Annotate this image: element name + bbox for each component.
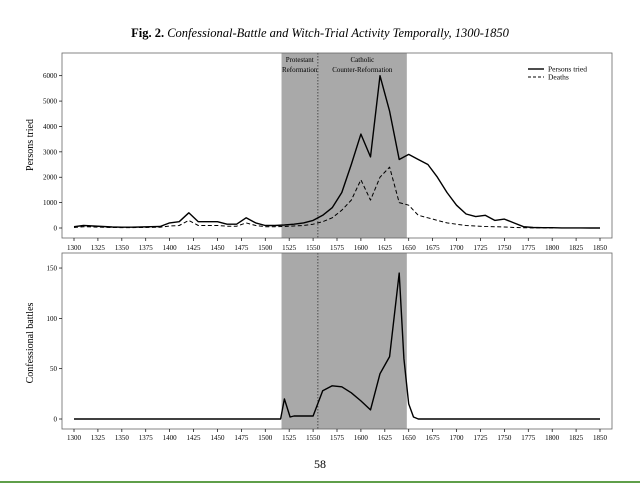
x-tick-label: 1675	[426, 434, 441, 442]
figure-title: Fig. 2. Confessional-Battle and Witch-Tr…	[0, 26, 640, 41]
y-tick-label: 2000	[43, 174, 58, 182]
period-label: Counter-Reformation	[332, 66, 393, 74]
x-tick-label: 1650	[402, 244, 417, 252]
x-tick-label: 1700	[450, 434, 465, 442]
y-tick-label: 6000	[43, 72, 58, 80]
x-tick-label: 1750	[497, 434, 512, 442]
period-label: Protestant	[286, 56, 314, 64]
x-tick-label: 1400	[163, 244, 178, 252]
x-tick-label: 1425	[187, 244, 202, 252]
x-tick-label: 1375	[139, 434, 154, 442]
x-tick-label: 1500	[258, 244, 273, 252]
legend-label: Deaths	[548, 73, 569, 82]
x-tick-label: 1800	[545, 244, 560, 252]
x-tick-label: 1825	[569, 244, 584, 252]
series-line-deaths	[73, 166, 600, 229]
y-tick-label: 50	[50, 365, 58, 373]
x-tick-label: 1750	[497, 244, 512, 252]
series-line-persons-tried	[73, 74, 600, 229]
x-tick-label: 1525	[282, 244, 297, 252]
x-tick-label: 1575	[330, 434, 345, 442]
x-tick-label: 1775	[521, 244, 536, 252]
shaded-period	[281, 253, 318, 429]
x-tick-label: 1375	[139, 244, 154, 252]
x-tick-label: 1850	[593, 244, 608, 252]
x-tick-label: 1500	[258, 434, 273, 442]
y-tick-label: 3000	[43, 148, 58, 156]
series-line-battles-0	[74, 272, 600, 420]
x-tick-label: 1725	[473, 244, 488, 252]
chart-panel-1: Protestant Reformation Catholic Counter-Ref…	[25, 52, 613, 252]
x-tick-label: 1475	[234, 434, 249, 442]
x-tick-label: 1625	[378, 434, 393, 442]
x-tick-label: 1825	[569, 434, 584, 442]
x-tick-label: 1550	[306, 434, 321, 442]
x-tick-label: 1575	[330, 244, 345, 252]
x-tick-label: 1600	[354, 434, 369, 442]
x-tick-label: 1475	[234, 244, 249, 252]
chart-panel-2: 0 50 100 150 1300 1325 1350 1375 1400 1425 1450 147…	[25, 252, 613, 442]
y-axis-label: Confessional battles	[25, 302, 36, 383]
y-tick-label: 0	[54, 225, 58, 233]
x-tick-label: 1325	[91, 434, 106, 442]
x-tick-label: 1350	[115, 434, 130, 442]
x-tick-label: 1850	[593, 434, 608, 442]
y-tick-label: 5000	[43, 98, 58, 106]
x-tick-label: 1400	[163, 434, 178, 442]
x-tick-label: 1650	[402, 434, 417, 442]
x-tick-label: 1625	[378, 244, 393, 252]
x-tick-label: 1700	[450, 244, 465, 252]
x-tick-label: 1600	[354, 244, 369, 252]
x-tick-label: 1300	[67, 244, 82, 252]
y-tick-label: 100	[47, 315, 58, 323]
x-tick-label: 1550	[306, 244, 321, 252]
x-tick-label: 1300	[67, 434, 82, 442]
page-number: 58	[314, 457, 326, 471]
x-tick-label: 1325	[91, 244, 106, 252]
x-tick-label: 1800	[545, 434, 560, 442]
figure-caption: Confessional-Battle and Witch-Trial Acti…	[167, 26, 509, 40]
x-tick-label: 1525	[282, 434, 297, 442]
legend-label: Persons tried	[548, 65, 587, 74]
x-tick-label: 1350	[115, 244, 130, 252]
y-tick-label: 1000	[43, 199, 58, 207]
x-tick-label: 1450	[210, 244, 225, 252]
y-tick-label: 0	[54, 416, 58, 424]
period-label: Catholic	[350, 56, 374, 64]
x-tick-label: 1675	[426, 244, 441, 252]
y-tick-label: 150	[47, 265, 58, 273]
bottom-rule	[0, 481, 640, 483]
x-tick-label: 1450	[210, 434, 225, 442]
y-tick-label: 4000	[43, 123, 58, 131]
x-tick-label: 1775	[521, 434, 536, 442]
shaded-period	[317, 53, 407, 238]
x-tick-label: 1425	[187, 434, 202, 442]
figure-number: Fig. 2.	[131, 26, 165, 40]
y-axis-label: Persons tried	[25, 119, 36, 171]
x-tick-label: 1725	[473, 434, 488, 442]
shaded-period	[281, 53, 318, 238]
period-label: Reformation	[282, 66, 318, 74]
